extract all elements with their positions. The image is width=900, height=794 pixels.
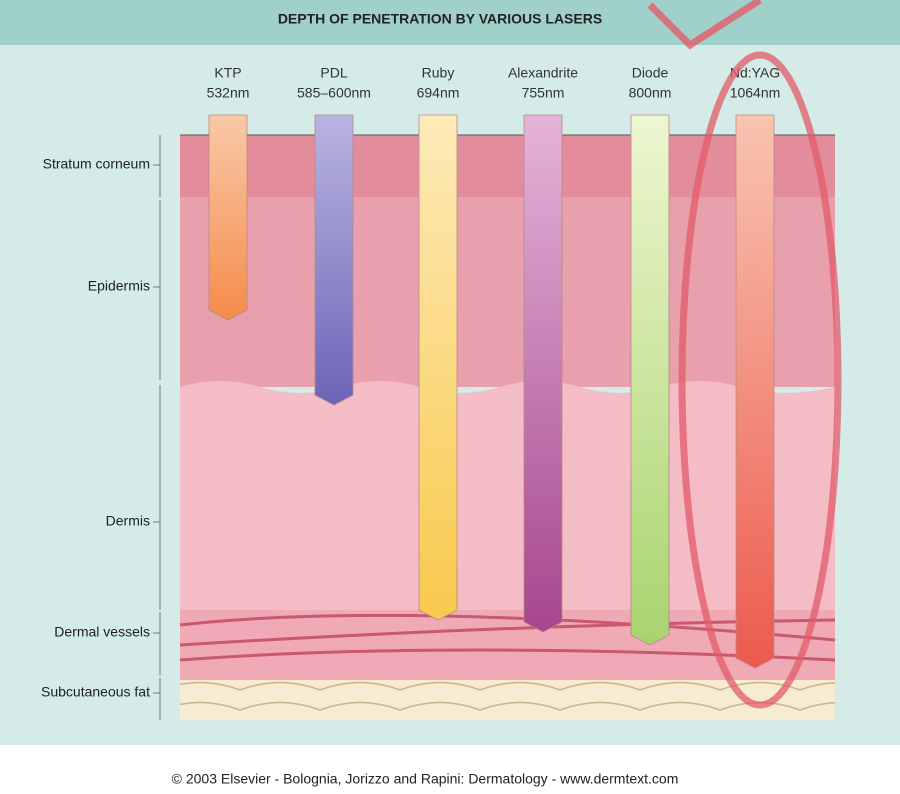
laser-name: Diode bbox=[632, 65, 669, 81]
laser-beam bbox=[418, 114, 458, 621]
laser-beam bbox=[523, 114, 563, 633]
footer-band bbox=[0, 745, 900, 789]
layer-label: Epidermis bbox=[88, 278, 150, 294]
laser-name: Ruby bbox=[422, 65, 455, 81]
title: DEPTH OF PENETRATION BY VARIOUS LASERS bbox=[278, 11, 602, 27]
subcutaneous-fat bbox=[180, 680, 835, 720]
laser-name: PDL bbox=[320, 65, 347, 81]
laser-beam bbox=[208, 114, 248, 321]
laser-wavelength: 694nm bbox=[417, 85, 460, 101]
laser-name: Nd:YAG bbox=[730, 65, 780, 81]
laser-name: KTP bbox=[214, 65, 241, 81]
laser-beam bbox=[735, 114, 775, 669]
laser-wavelength: 585–600nm bbox=[297, 85, 371, 101]
layer-label: Subcutaneous fat bbox=[41, 684, 150, 700]
laser-wavelength: 1064nm bbox=[730, 85, 781, 101]
laser-wavelength: 755nm bbox=[522, 85, 565, 101]
epidermis bbox=[180, 197, 835, 387]
stratum-corneum bbox=[180, 135, 835, 197]
laser-beam bbox=[314, 114, 354, 406]
laser-name: Alexandrite bbox=[508, 65, 578, 81]
layer-label: Stratum corneum bbox=[43, 156, 150, 172]
footer: © 2003 Elsevier - Bolognia, Jorizzo and … bbox=[172, 771, 679, 787]
layer-label: Dermis bbox=[106, 513, 150, 529]
laser-wavelength: 532nm bbox=[207, 85, 250, 101]
dermis bbox=[180, 381, 835, 612]
laser-wavelength: 800nm bbox=[629, 85, 672, 101]
annotation-stroke bbox=[647, 0, 762, 50]
laser-beam bbox=[630, 114, 670, 646]
layer-label: Dermal vessels bbox=[54, 624, 150, 640]
annotation-circle bbox=[678, 51, 842, 709]
